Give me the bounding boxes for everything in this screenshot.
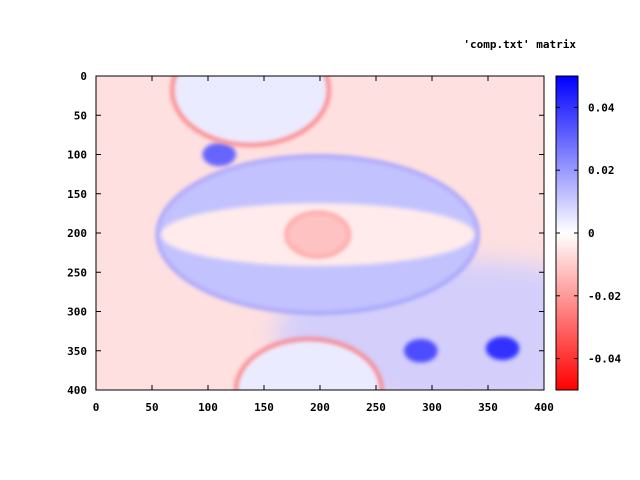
y-tick-label: 350 [67, 345, 87, 358]
colorbar-tick-label: 0 [588, 227, 595, 240]
feature-rim [170, 76, 331, 147]
heatmap-image [96, 76, 544, 390]
heatmap-feature-8 [485, 336, 520, 361]
y-tick-label: 0 [80, 70, 87, 83]
feature-fill [286, 212, 350, 257]
x-tick-label: 100 [198, 401, 218, 414]
heatmap-feature-7 [404, 338, 438, 363]
y-tick-label: 300 [67, 306, 87, 319]
x-axis: 0 50 100 150 200 250 300 350 400 [93, 76, 554, 414]
y-axis: 0 50 100 150 200 250 300 350 400 [67, 70, 544, 397]
feature-fill [485, 336, 520, 361]
y-tick-label: 200 [67, 227, 87, 240]
feature-fill [202, 142, 236, 167]
feature-fill [404, 338, 438, 363]
heatmap-feature-3 [284, 211, 351, 259]
feature-rim [156, 154, 480, 315]
feature-fill [236, 338, 382, 390]
colorbar-axis: 0.04 0.02 0 -0.02 -0.04 [556, 101, 621, 366]
feature-fill [172, 76, 329, 146]
y-tick-label: 400 [67, 384, 87, 397]
x-tick-label: 50 [145, 401, 158, 414]
y-tick-label: 100 [67, 149, 87, 162]
x-tick-label: 0 [93, 401, 100, 414]
heatmap-feature-4 [202, 142, 236, 167]
feature-rim [234, 337, 384, 390]
x-tick-label: 150 [254, 401, 274, 414]
x-tick-label: 200 [310, 401, 330, 414]
x-tick-label: 400 [534, 401, 554, 414]
y-tick-label: 150 [67, 188, 87, 201]
x-tick-label: 300 [422, 401, 442, 414]
colorbar-tick-label: 0.04 [588, 101, 615, 114]
x-tick-label: 350 [478, 401, 498, 414]
colorbar-tick-label: 0.02 [588, 164, 615, 177]
x-tick-label: 250 [366, 401, 386, 414]
heatmap-feature-5 [170, 76, 331, 147]
chart-title: 'comp.txt' matrix [463, 38, 576, 51]
y-tick-label: 250 [67, 266, 87, 279]
feature-rim [284, 211, 351, 259]
colorbar-tick-label: -0.04 [588, 353, 621, 366]
y-tick-label: 50 [74, 109, 87, 122]
heatmap-feature-6 [234, 337, 384, 390]
colorbar-tick-label: -0.02 [588, 290, 621, 303]
